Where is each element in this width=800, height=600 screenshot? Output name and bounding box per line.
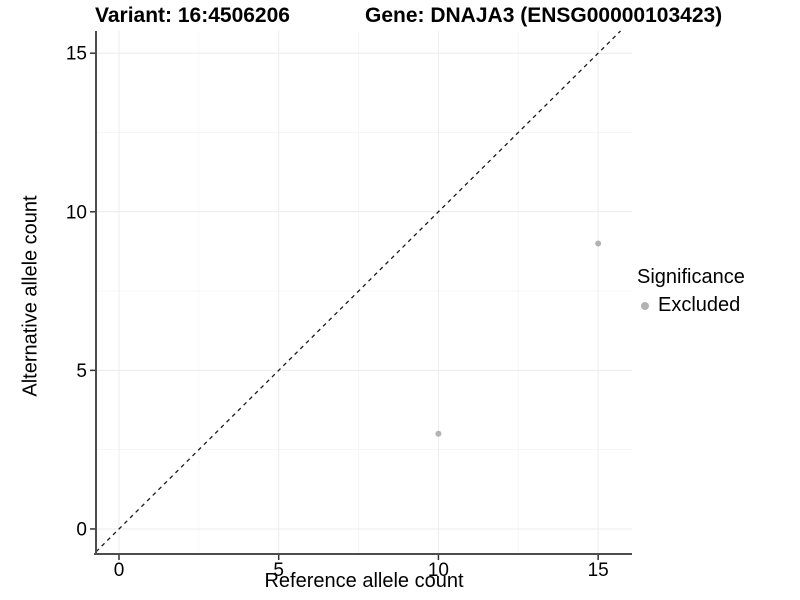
y-tick-label: 10 (66, 202, 87, 223)
legend-item-label: Excluded (658, 294, 741, 316)
data-point (595, 240, 602, 247)
x-axis-title: Reference allele count (264, 570, 464, 592)
x-tick-label: 5 (273, 560, 284, 581)
legend-item-excluded: Excluded (637, 294, 745, 317)
y-axis-title: Alternative allele count (19, 195, 42, 397)
plot-title-gene: Gene: DNAJA3 (ENSG00000103423) (365, 4, 723, 27)
plot-title-variant: Variant: 16:4506206 (95, 4, 290, 27)
legend: Significance Excluded (637, 266, 745, 317)
identity-dashed-line (95, 30, 621, 553)
excluded-point-icon (641, 301, 649, 310)
x-tick-label: 15 (588, 560, 609, 581)
y-tick-label: 15 (66, 44, 87, 65)
y-tick-label: 0 (76, 519, 87, 540)
y-tick-label: 5 (76, 361, 87, 382)
legend-title: Significance (637, 266, 745, 288)
x-tick-label: 10 (428, 560, 449, 581)
x-tick-label: 0 (114, 560, 125, 581)
data-point (435, 430, 442, 437)
